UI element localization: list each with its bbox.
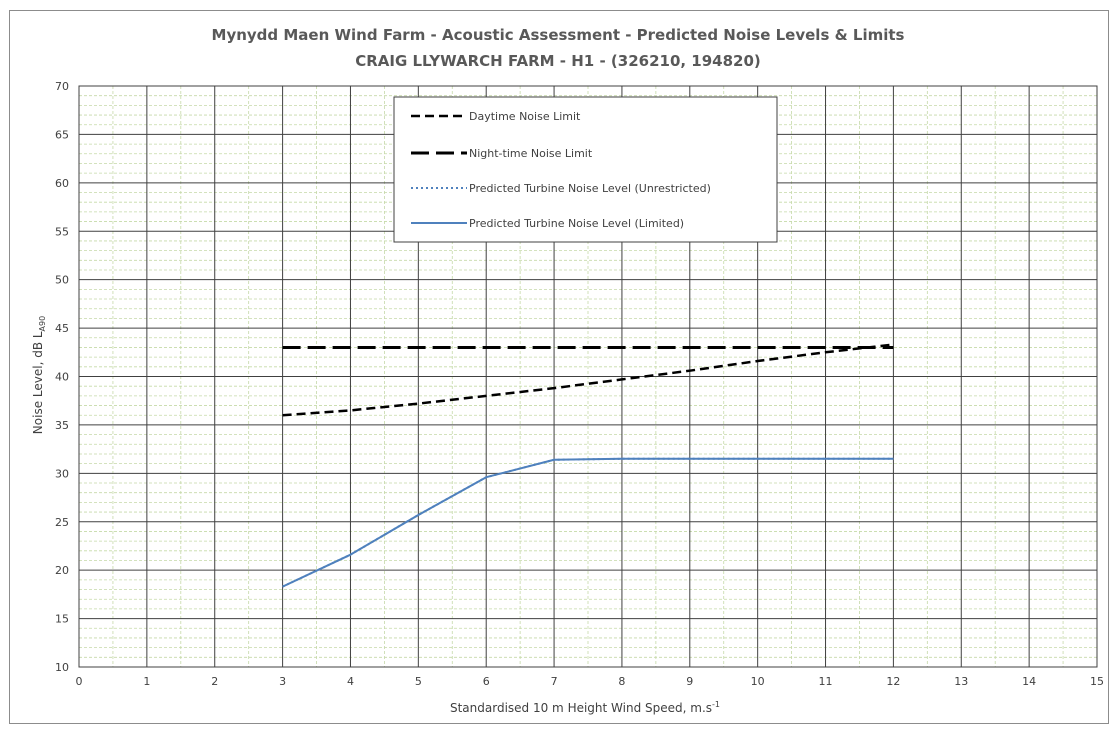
legend-label-3: Predicted Turbine Noise Level (Unrestric… (469, 182, 711, 195)
x-tick-label: 8 (618, 675, 625, 688)
x-tick-label: 2 (211, 675, 218, 688)
x-axis-label-text: Standardised 10 m Height Wind Speed, m.s (450, 701, 712, 715)
y-tick-label: 65 (55, 128, 69, 141)
x-tick-label: 11 (819, 675, 833, 688)
x-tick-label: 14 (1022, 675, 1036, 688)
y-tick-label: 25 (55, 516, 69, 529)
y-tick-label: 50 (55, 274, 69, 287)
plot-area-border (78, 85, 1098, 668)
legend-label-4: Predicted Turbine Noise Level (Limited) (469, 217, 684, 230)
y-tick-label: 45 (55, 322, 69, 335)
x-tick-label: 0 (76, 675, 83, 688)
y-axis-label-text: Noise Level, dB L (31, 331, 45, 434)
chart-subtitle: CRAIG LLYWARCH FARM - H1 - (326210, 1948… (355, 52, 761, 70)
chart-title: Mynydd Maen Wind Farm - Acoustic Assessm… (212, 26, 905, 44)
x-axis-label: Standardised 10 m Height Wind Speed, m.s… (450, 700, 720, 715)
x-tick-label: 4 (347, 675, 354, 688)
y-tick-label: 15 (55, 613, 69, 626)
y-tick-label: 55 (55, 225, 69, 238)
y-tick-label: 35 (55, 419, 69, 432)
legend-label-1: Daytime Noise Limit (469, 110, 581, 123)
y-tick-label: 30 (55, 467, 69, 480)
series-line-1 (282, 343, 894, 417)
y-axis-label: Noise Level, dB LA90 (31, 316, 47, 434)
x-tick-label: 13 (954, 675, 968, 688)
x-tick-label: 3 (279, 675, 286, 688)
x-axis-label-sup: -1 (712, 700, 720, 709)
x-tick-label: 15 (1090, 675, 1104, 688)
legend-label-2: Night-time Noise Limit (469, 147, 593, 160)
series-layer (282, 343, 894, 588)
x-tick-label: 9 (686, 675, 693, 688)
y-tick-label: 60 (55, 177, 69, 190)
y-tick-label: 20 (55, 564, 69, 577)
y-tick-label: 70 (55, 80, 69, 93)
y-axis-ticks: 10 15 20 25 30 35 40 45 50 55 60 65 70 (55, 80, 69, 674)
y-tick-label: 40 (55, 371, 69, 384)
x-tick-label: 6 (483, 675, 490, 688)
x-tick-label: 12 (886, 675, 900, 688)
x-axis-ticks: 0 1 2 3 4 5 6 7 8 9 10 11 12 13 14 15 (76, 675, 1105, 688)
x-tick-label: 7 (551, 675, 558, 688)
major-grid (78, 85, 1098, 668)
legend-box (393, 96, 778, 243)
x-tick-label: 1 (143, 675, 150, 688)
y-tick-label: 10 (55, 661, 69, 674)
series-line-4 (282, 457, 894, 588)
legend: Daytime Noise Limit Night-time Noise Limi… (393, 96, 778, 243)
y-axis-label-sub: A90 (38, 316, 47, 332)
x-tick-label: 5 (415, 675, 422, 688)
x-tick-label: 10 (751, 675, 765, 688)
